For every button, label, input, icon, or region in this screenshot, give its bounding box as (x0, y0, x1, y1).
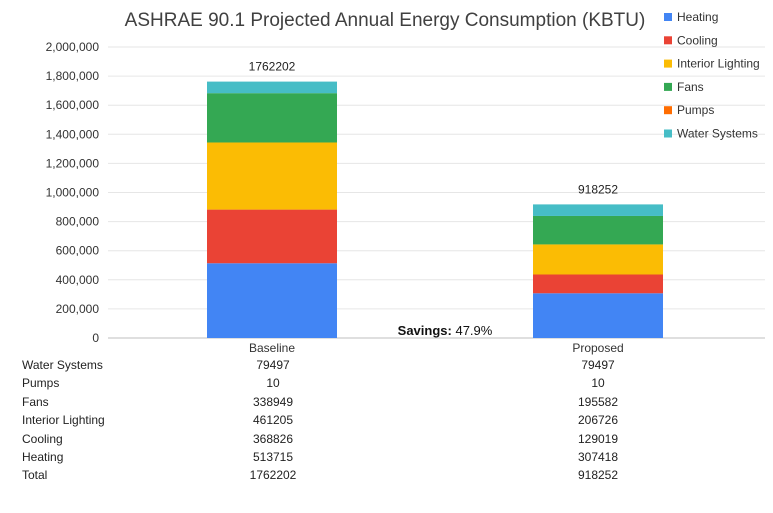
legend-swatch (664, 106, 672, 115)
bar-segment (533, 215, 663, 245)
y-tick-label: 1,000,000 (46, 186, 100, 200)
table-row: Fans 338949 195582 (22, 393, 742, 411)
table-row-label: Interior Lighting (22, 413, 105, 428)
table-cell: 368826 (252, 431, 294, 446)
bar-segment (207, 81, 337, 94)
table-row: Total 1762202 918252 (22, 466, 742, 484)
bar-segment (533, 293, 663, 338)
table-row: Water Systems 79497 79497 (22, 356, 742, 374)
y-tick-label: 200,000 (56, 302, 100, 316)
bar-segment (207, 263, 337, 338)
legend-swatch (664, 13, 672, 21)
y-tick-label: 1,200,000 (46, 156, 100, 170)
table-row-label: Water Systems (22, 358, 103, 372)
table-cell: 195582 (577, 394, 619, 409)
bar-segment (207, 142, 337, 210)
savings-annotation: Savings: 47.9% (398, 323, 493, 338)
table-cell: 513715 (252, 449, 294, 464)
bar-segment (533, 274, 663, 294)
legend-swatch (664, 36, 672, 45)
savings-key: Savings: (398, 323, 452, 338)
legend-entry: Pumps (677, 103, 714, 117)
legend-swatch (664, 59, 672, 68)
table-row: Pumps 10 10 (22, 374, 742, 392)
y-tick-label: 1,600,000 (46, 98, 100, 112)
y-tick-label: 1,400,000 (46, 127, 100, 141)
legend-entry: Heating (677, 10, 718, 24)
bars: 1762202 918252 (207, 60, 663, 338)
table-row-label: Fans (22, 394, 49, 409)
bar-segment (207, 93, 337, 143)
total-data-label: 1762202 (249, 60, 296, 74)
legend-entry: Interior Lighting (677, 57, 760, 71)
table-row-label: Total (22, 468, 48, 483)
legend: Heating Cooling Interior Lighting Fans Pumps… (664, 10, 760, 141)
total-data-label: 918252 (578, 182, 618, 196)
data-table: Water Systems 79497 79497 Pumps 10 10 Fans 3389… (22, 356, 742, 485)
savings-value: 47.9% (455, 323, 492, 338)
x-category-label: Baseline (249, 341, 295, 355)
table-row: Interior Lighting 461205 206726 (22, 411, 742, 429)
x-axis: Baseline Proposed (249, 341, 624, 355)
table-cell: 461205 (252, 413, 294, 428)
y-tick-label: 2,000,000 (46, 40, 100, 54)
bar-segment (207, 209, 337, 264)
y-tick-label: 0 (92, 331, 99, 345)
y-axis: 0 200,000 400,000 600,000 800,000 1,000,000 1,… (46, 40, 100, 345)
legend-entry: Water Systems (677, 127, 758, 141)
bar-segment (533, 204, 663, 216)
table-row-label: Cooling (22, 431, 63, 446)
table-cell: 1762202 (249, 468, 297, 483)
table-cell: 918252 (577, 468, 619, 483)
x-category-label: Proposed (572, 341, 623, 355)
legend-swatch (664, 82, 672, 91)
table-cell: 79497 (581, 358, 615, 372)
table-row: Heating 513715 307418 (22, 448, 742, 466)
table-cell: 307418 (577, 449, 619, 464)
table-row-label: Heating (22, 449, 64, 464)
y-tick-label: 400,000 (56, 273, 100, 287)
stacked-bar-chart: ASHRAE 90.1 Projected Annual Energy Cons… (46, 10, 765, 355)
table-cell: 338949 (252, 394, 294, 409)
legend-swatch (664, 129, 672, 138)
table-cell: 10 (591, 376, 605, 391)
table-cell: 129019 (577, 431, 619, 446)
table-cell: 79497 (256, 358, 290, 372)
legend-entry: Fans (677, 80, 704, 94)
table-row-label: Pumps (22, 376, 60, 391)
legend-entry: Cooling (677, 33, 718, 47)
y-tick-label: 800,000 (56, 215, 100, 229)
table-cell: 206726 (577, 413, 619, 428)
y-tick-label: 1,800,000 (46, 69, 100, 83)
chart-title: ASHRAE 90.1 Projected Annual Energy Cons… (125, 10, 646, 31)
table-cell: 10 (266, 376, 280, 391)
table-row: Cooling 368826 129019 (22, 430, 742, 448)
y-tick-label: 600,000 (56, 244, 100, 258)
bar-segment (533, 244, 663, 275)
